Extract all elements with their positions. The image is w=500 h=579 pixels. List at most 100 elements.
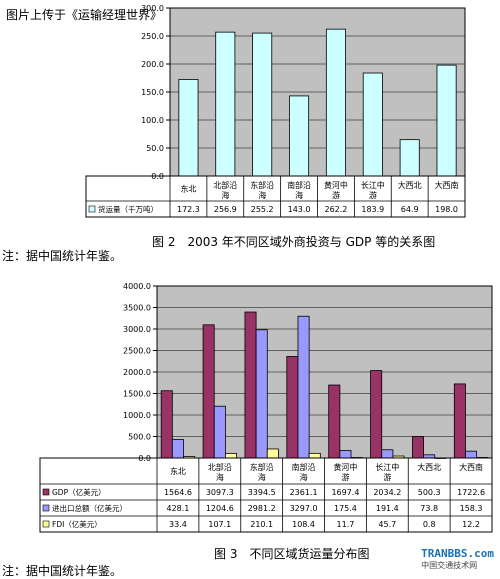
data-value-label: 143.0 [288,205,311,214]
x-category-label: 黄河中 [324,180,348,190]
legend-key [42,504,50,512]
data-value-label: 11.7 [337,520,355,529]
x-category-label: 长江中 [361,180,385,190]
data-value-label: 172.3 [177,205,200,214]
y-tick-label: 3500.0 [123,304,151,313]
bar [370,370,383,459]
data-value-label: 2034.2 [373,488,401,497]
data-value-label: 33.4 [169,520,187,529]
watermark-logo: TRANBBS.com 中国交通技术网 [421,547,494,571]
x-category-label: 东部沿 [250,180,274,190]
x-category-label: 大西南 [459,462,483,472]
bar [362,72,383,177]
series-name: GDP（亿美元） [52,487,106,497]
data-value-label: 256.9 [214,205,237,214]
y-tick-label: 100.0 [141,116,164,125]
y-tick-label: 500.0 [128,433,151,442]
bar [213,405,226,459]
data-value-label: 1697.4 [331,488,359,497]
data-value-label: 262.2 [324,205,347,214]
x-category-label-cont: 海 [221,190,229,200]
x-category-label: 大西北 [417,462,441,472]
data-value-label: 3297.0 [290,504,318,513]
y-tick-label: 2500.0 [123,347,151,356]
x-category-label: 黄河中 [333,462,357,472]
bar [202,324,215,459]
bar [465,450,478,459]
bar [297,315,310,459]
watermark-sub: 中国交通技术网 [421,561,478,570]
x-category-label: 大西南 [435,180,459,190]
x-category-label-cont: 游 [369,190,377,200]
x-category-label-cont: 游 [332,190,340,200]
data-value-label: 0.8 [423,520,436,529]
data-value-label: 183.9 [361,205,384,214]
x-category-label-cont: 游 [341,472,349,482]
x-category-label: 大西北 [398,180,422,190]
x-category-label: 东部沿 [250,462,274,472]
data-value-label: 73.8 [420,504,438,513]
bar [308,452,321,459]
data-value-label: 3394.5 [248,488,276,497]
x-category-label-cont: 海 [216,472,224,482]
x-category-label: 南部沿 [292,462,316,472]
data-value-label: 191.4 [376,504,399,513]
x-category-label-cont: 海 [258,190,266,200]
x-category-label-cont: 海 [295,190,303,200]
bar [255,329,268,459]
data-value-label: 12.2 [462,520,480,529]
watermark-brand: TRANBBS.com [421,547,494,560]
figure-1-note: 注：据中国统计年鉴。 [2,249,123,263]
upload-note: 图片上传于《运输经理世界》 [6,8,163,22]
y-tick-label: 1000.0 [123,411,151,420]
data-value-label: 210.1 [250,520,273,529]
y-tick-label: 200.0 [141,60,164,69]
bar [171,439,184,459]
data-value-label: 45.7 [378,520,396,529]
x-category-label: 北部沿 [208,462,232,472]
legend-key [88,205,96,213]
bar [325,28,346,177]
bar [252,32,273,177]
x-category-label: 长江中 [375,462,399,472]
data-value-label: 2361.1 [290,488,318,497]
data-value-label: 3097.3 [206,488,234,497]
figure-2-caption: 图 3 不同区域货运量分布图 [214,547,370,561]
bar [328,384,341,459]
x-category-label: 北部沿 [213,180,237,190]
x-category-label-cont: 海 [300,472,308,482]
x-category-label-cont: 游 [383,472,391,482]
bar [453,383,466,459]
data-value-label: 198.0 [435,205,458,214]
bar [178,79,199,177]
bar [266,448,279,459]
y-tick-label: 1500.0 [123,390,151,399]
data-value-label: 1722.6 [457,488,485,497]
legend-key [42,488,50,496]
y-tick-label: 3000.0 [123,325,151,334]
series-name: FDI（亿美元） [52,519,102,529]
series-name: 进出口总额（亿美元） [52,503,127,513]
y-tick-label: 150.0 [141,88,164,97]
bar [381,449,394,459]
y-tick-label: 50.0 [146,144,164,153]
y-tick-label: 300.0 [141,4,164,13]
x-category-label: 东北 [170,466,186,476]
bar [399,139,420,177]
bar [215,31,236,177]
bar [289,95,310,177]
bar [436,64,457,177]
y-tick-label: 4000.0 [123,282,151,291]
figure-1-caption: 图 2 2003 年不同区域外商投资与 GDP 等的关系图 [152,235,436,249]
data-value-label: 175.4 [334,504,357,513]
data-value-label: 1204.6 [206,504,234,513]
data-value-label: 64.9 [401,205,419,214]
series-name: 货运量（千万吨） [98,204,158,214]
data-value-label: 108.4 [292,520,315,529]
data-value-label: 1564.6 [164,488,192,497]
bar [286,356,299,459]
data-value-label: 500.3 [418,488,441,497]
chart-2: 0.0500.01000.01500.02000.02500.03000.035… [39,282,493,533]
data-value-label: 107.1 [208,520,231,529]
